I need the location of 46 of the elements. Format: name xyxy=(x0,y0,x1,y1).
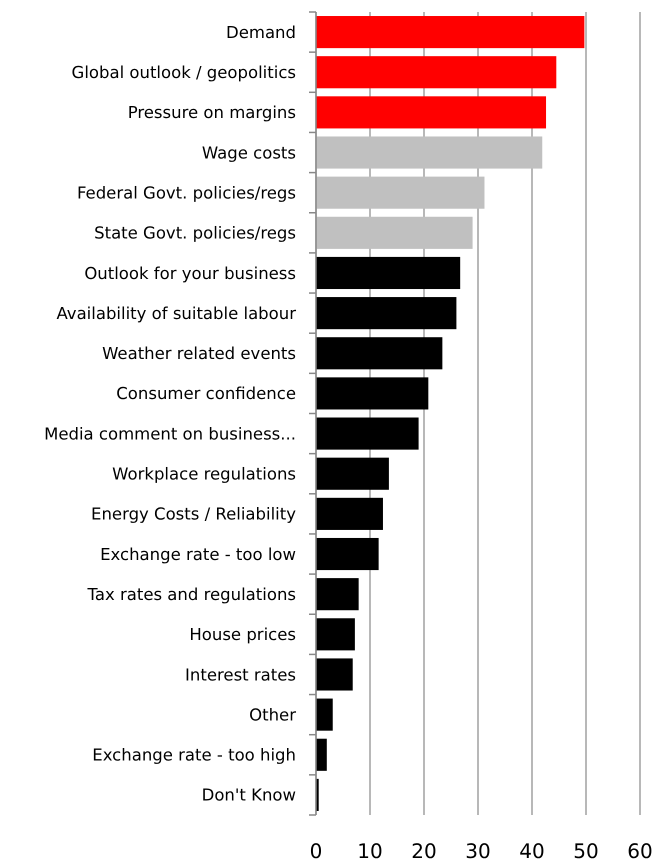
bar xyxy=(316,698,333,731)
bar xyxy=(316,96,546,128)
bar xyxy=(316,458,389,490)
y-tick-label: Weather related events xyxy=(102,344,296,364)
bar xyxy=(316,498,383,530)
y-tick-label: Energy Costs / Reliability xyxy=(91,504,296,524)
bar xyxy=(316,16,584,48)
bar xyxy=(316,618,355,650)
y-tick-label: Exchange rate - too high xyxy=(92,746,296,765)
y-tick-label: Global outlook / geopolitics xyxy=(72,63,296,82)
x-tick-label: 0 xyxy=(310,839,322,863)
y-tick-label: Consumer confidence xyxy=(116,384,296,404)
bar xyxy=(316,256,460,290)
y-tick-label: Workplace regulations xyxy=(112,464,296,484)
bar xyxy=(316,538,379,570)
bar xyxy=(316,176,484,209)
bar xyxy=(316,658,353,691)
x-tick-label: 20 xyxy=(411,839,437,863)
bar xyxy=(316,738,327,771)
y-tick-label: Don't Know xyxy=(202,786,296,805)
bar xyxy=(316,56,556,88)
y-tick-label: Availability of suitable labour xyxy=(56,304,296,323)
y-tick-label: Pressure on margins xyxy=(128,103,296,122)
y-tick-label: Interest rates xyxy=(185,665,296,684)
bar xyxy=(316,136,542,169)
y-tick-label: Outlook for your business xyxy=(84,264,296,283)
x-tick-label: 10 xyxy=(357,839,383,863)
bar xyxy=(316,377,428,410)
x-tick-label: 60 xyxy=(627,839,653,863)
y-tick-label: Other xyxy=(249,705,296,724)
bar xyxy=(316,418,419,450)
y-tick-label: Demand xyxy=(226,22,296,42)
y-tick-label: Wage costs xyxy=(202,143,296,162)
y-tick-label: Exchange rate - too low xyxy=(100,544,296,564)
x-tick-label: 50 xyxy=(573,839,599,863)
bar xyxy=(316,578,359,610)
x-tick-label: 40 xyxy=(519,839,545,863)
y-tick-label: State Govt. policies/regs xyxy=(94,224,296,243)
x-tick-label: 30 xyxy=(465,839,491,863)
y-tick-label: Tax rates and regulations xyxy=(86,584,296,604)
y-tick-label: Media comment on business... xyxy=(44,424,296,444)
bar xyxy=(316,216,473,249)
bar xyxy=(316,297,456,330)
y-tick-label: House prices xyxy=(189,625,296,644)
y-tick-label: Federal Govt. policies/regs xyxy=(76,183,296,202)
bar xyxy=(316,337,442,370)
